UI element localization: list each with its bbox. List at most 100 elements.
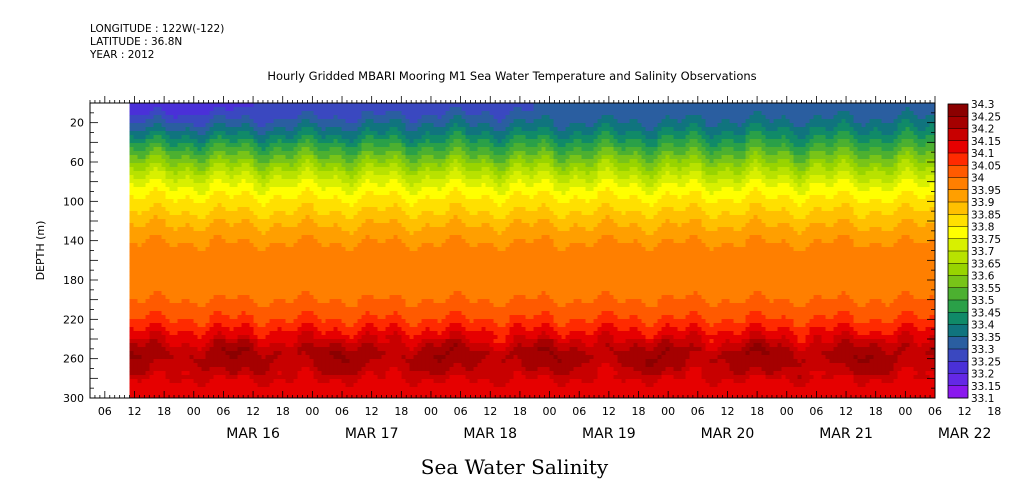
heatmap-cell xyxy=(357,287,363,292)
heatmap-cell xyxy=(265,191,271,196)
heatmap-cell xyxy=(253,391,259,396)
heatmap-cell xyxy=(317,147,323,152)
heatmap-cell xyxy=(189,315,195,320)
heatmap-cell xyxy=(137,247,143,252)
heatmap-cell xyxy=(369,127,375,132)
heatmap-cell xyxy=(193,279,199,284)
heatmap-cell xyxy=(185,275,191,280)
heatmap-cell xyxy=(173,119,179,124)
heatmap-cell xyxy=(373,395,379,398)
heatmap-cell xyxy=(333,131,339,136)
heatmap-cell xyxy=(241,367,247,372)
heatmap-cell xyxy=(265,223,271,228)
heatmap-cell xyxy=(221,111,227,116)
heatmap-cell xyxy=(349,247,355,252)
heatmap-cell xyxy=(221,223,227,228)
heatmap-cell xyxy=(245,195,251,200)
heatmap-cell xyxy=(141,127,147,132)
heatmap-cell xyxy=(301,371,307,376)
heatmap-cell xyxy=(181,207,187,212)
heatmap-cell xyxy=(145,371,151,376)
heatmap-cell xyxy=(369,195,375,200)
heatmap-cell xyxy=(241,163,247,168)
heatmap-cell xyxy=(285,171,291,176)
heatmap-cell xyxy=(285,175,291,180)
heatmap-cell xyxy=(341,283,347,288)
heatmap-cell xyxy=(305,275,311,280)
heatmap-cell xyxy=(349,127,355,132)
heatmap-cell xyxy=(245,219,251,224)
heatmap-cell xyxy=(361,251,367,256)
heatmap-cell xyxy=(169,155,175,160)
heatmap-cell xyxy=(193,267,199,272)
heatmap-cell xyxy=(137,243,143,248)
heatmap-cell xyxy=(341,327,347,332)
heatmap-cell xyxy=(181,271,187,276)
heatmap-cell xyxy=(257,231,263,236)
heatmap-cell xyxy=(269,275,275,280)
heatmap-cell xyxy=(201,107,207,112)
heatmap-cell xyxy=(221,187,227,192)
heatmap-cell xyxy=(169,263,175,268)
heatmap-cell xyxy=(269,183,275,188)
heatmap-cell xyxy=(185,183,191,188)
heatmap-cell xyxy=(317,339,323,344)
heatmap-cell xyxy=(165,375,171,380)
heatmap-cell xyxy=(381,143,387,148)
heatmap-cell xyxy=(349,291,355,296)
heatmap-cell xyxy=(173,299,179,304)
heatmap-cell xyxy=(369,267,375,272)
heatmap-cell xyxy=(361,167,367,172)
heatmap-cell xyxy=(201,311,207,316)
heatmap-cell xyxy=(197,239,203,244)
heatmap-cell xyxy=(237,375,243,380)
heatmap-cell xyxy=(221,211,227,216)
heatmap-cell xyxy=(145,183,151,188)
heatmap-cell xyxy=(193,251,199,256)
heatmap-cell xyxy=(221,175,227,180)
heatmap-cell xyxy=(357,167,363,172)
heatmap-cell xyxy=(137,355,143,360)
heatmap-cell xyxy=(361,343,367,348)
heatmap-cell xyxy=(313,147,319,152)
heatmap-cell xyxy=(269,187,275,192)
heatmap-cell xyxy=(197,227,203,232)
heatmap-cell xyxy=(129,179,135,184)
heatmap-cell xyxy=(361,295,367,300)
heatmap-cell xyxy=(169,295,175,300)
heatmap-cell xyxy=(237,159,243,164)
heatmap-cell xyxy=(193,263,199,268)
heatmap-cell xyxy=(153,107,159,112)
heatmap-cell xyxy=(369,251,375,256)
heatmap-cell xyxy=(233,395,239,398)
heatmap-cell xyxy=(193,335,199,340)
heatmap-cell xyxy=(257,207,263,212)
heatmap-cell xyxy=(269,219,275,224)
heatmap-cell xyxy=(213,115,219,120)
heatmap-cell xyxy=(313,235,319,240)
heatmap-cell xyxy=(185,159,191,164)
heatmap-cell xyxy=(273,163,279,168)
heatmap-cell xyxy=(341,291,347,296)
heatmap-cell xyxy=(181,259,187,264)
heatmap-cell xyxy=(261,143,267,148)
heatmap-cell xyxy=(177,351,183,356)
heatmap-cell xyxy=(313,279,319,284)
heatmap-cell xyxy=(221,283,227,288)
heatmap-cell xyxy=(153,395,159,398)
heatmap-cell xyxy=(209,275,215,280)
heatmap-cell xyxy=(333,327,339,332)
heatmap-cell xyxy=(293,367,299,372)
heatmap-cell xyxy=(325,379,331,384)
heatmap-cell xyxy=(349,363,355,368)
heatmap-cell xyxy=(157,151,163,156)
heatmap-cell xyxy=(205,327,211,332)
heatmap-cell xyxy=(273,379,279,384)
heatmap-cell xyxy=(197,151,203,156)
heatmap-cell xyxy=(325,375,331,380)
heatmap-cell xyxy=(297,271,303,276)
heatmap-cell xyxy=(205,391,211,396)
heatmap-cell xyxy=(141,111,147,116)
heatmap-cell xyxy=(281,235,287,240)
heatmap-cell xyxy=(273,335,279,340)
